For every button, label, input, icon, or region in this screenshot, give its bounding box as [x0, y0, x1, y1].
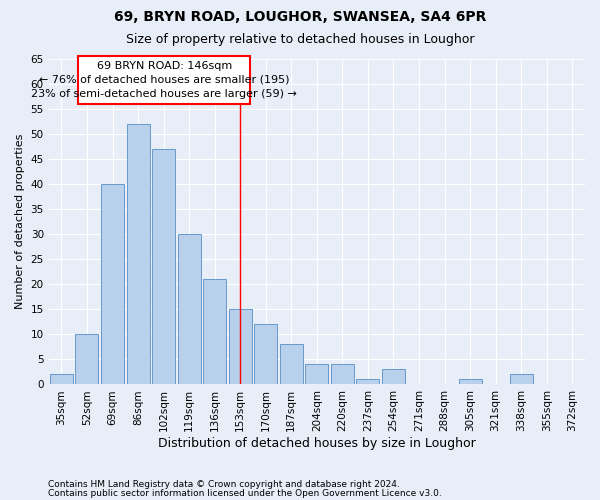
Bar: [203, 280, 226, 384]
Text: Contains HM Land Registry data © Crown copyright and database right 2024.: Contains HM Land Registry data © Crown c…: [48, 480, 400, 489]
Bar: [229, 310, 252, 384]
FancyBboxPatch shape: [78, 56, 250, 104]
Bar: [127, 124, 149, 384]
Text: 23% of semi-detached houses are larger (59) →: 23% of semi-detached houses are larger (…: [31, 89, 297, 99]
Text: ← 76% of detached houses are smaller (195): ← 76% of detached houses are smaller (19…: [39, 74, 289, 85]
Bar: [152, 149, 175, 384]
Bar: [280, 344, 303, 385]
Text: 69, BRYN ROAD, LOUGHOR, SWANSEA, SA4 6PR: 69, BRYN ROAD, LOUGHOR, SWANSEA, SA4 6PR: [114, 10, 486, 24]
Bar: [254, 324, 277, 384]
Text: 69 BRYN ROAD: 146sqm: 69 BRYN ROAD: 146sqm: [97, 60, 232, 70]
Bar: [509, 374, 533, 384]
Bar: [178, 234, 200, 384]
Bar: [76, 334, 98, 384]
Text: Contains public sector information licensed under the Open Government Licence v3: Contains public sector information licen…: [48, 488, 442, 498]
Bar: [382, 370, 405, 384]
Text: Size of property relative to detached houses in Loughor: Size of property relative to detached ho…: [126, 32, 474, 46]
Bar: [50, 374, 73, 384]
Bar: [305, 364, 328, 384]
Bar: [101, 184, 124, 384]
Bar: [331, 364, 354, 384]
Y-axis label: Number of detached properties: Number of detached properties: [15, 134, 25, 310]
Bar: [458, 380, 482, 384]
X-axis label: Distribution of detached houses by size in Loughor: Distribution of detached houses by size …: [158, 437, 476, 450]
Bar: [356, 380, 379, 384]
